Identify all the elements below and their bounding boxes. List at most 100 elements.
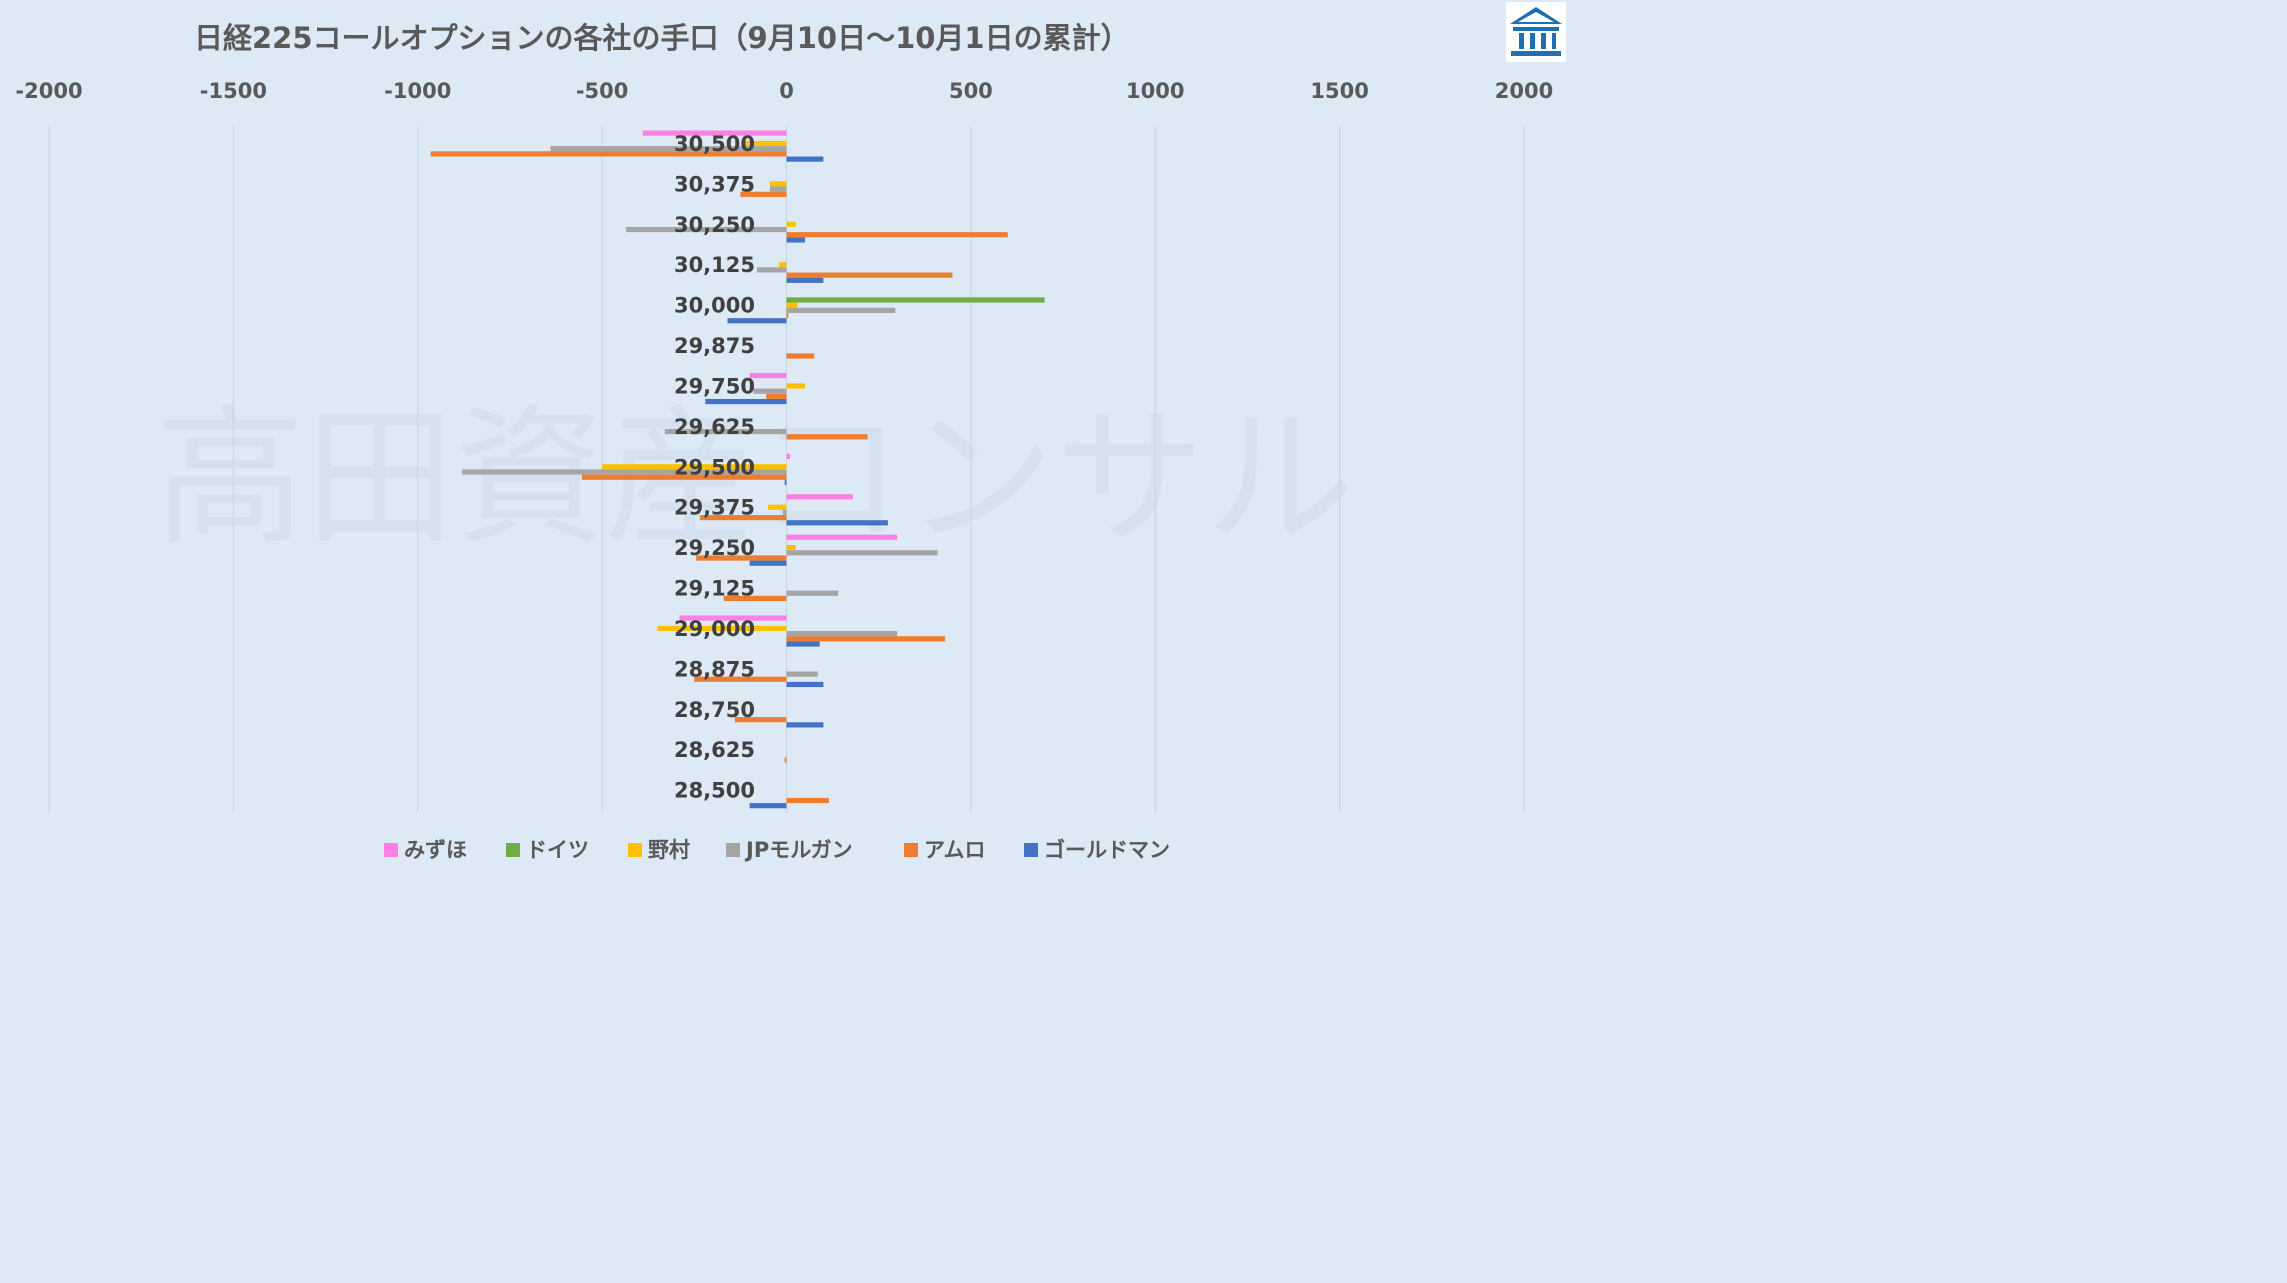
category-label: 29,250 bbox=[674, 536, 755, 560]
bar bbox=[699, 515, 787, 521]
bar bbox=[786, 277, 824, 283]
bar bbox=[786, 550, 938, 556]
category-label: 28,500 bbox=[674, 779, 755, 803]
category-label: 30,250 bbox=[674, 213, 755, 237]
bar bbox=[642, 130, 787, 136]
bar bbox=[786, 797, 829, 804]
bar bbox=[786, 631, 898, 637]
category-label: 30,125 bbox=[674, 253, 755, 277]
bar bbox=[550, 146, 787, 152]
bar bbox=[786, 383, 805, 389]
legend-swatch bbox=[628, 843, 642, 857]
x-tick-label: 1500 bbox=[1310, 79, 1368, 103]
bar bbox=[786, 534, 898, 540]
category-label: 29,375 bbox=[674, 496, 755, 520]
bar bbox=[786, 545, 796, 551]
legend-swatch bbox=[1024, 843, 1038, 857]
x-tick-label: 2000 bbox=[1495, 79, 1553, 103]
bar bbox=[786, 232, 1008, 238]
x-tick-label: -2000 bbox=[15, 79, 82, 103]
chart-canvas: 高田資産コンサル 日経225コールオプションの各社の手口（9月10日～10月1日… bbox=[15, 2, 1566, 862]
bar bbox=[786, 302, 798, 308]
bar bbox=[766, 393, 787, 399]
bar bbox=[602, 464, 787, 470]
bar bbox=[679, 615, 787, 621]
bar bbox=[786, 641, 820, 647]
category-label: 29,625 bbox=[674, 415, 755, 439]
legend-swatch bbox=[726, 843, 740, 857]
bar bbox=[786, 272, 953, 278]
bar bbox=[705, 398, 787, 405]
bar bbox=[462, 469, 787, 475]
bar bbox=[786, 156, 824, 162]
x-axis-ticks: -2000 -1500 -1000 -500 0 500 1000 1500 2000 bbox=[15, 79, 1553, 103]
legend-label: ゴールドマン bbox=[1044, 838, 1170, 862]
x-tick-label: 0 bbox=[779, 79, 794, 103]
bar bbox=[786, 434, 868, 440]
bar bbox=[742, 140, 787, 147]
category-label: 29,125 bbox=[674, 577, 755, 601]
legend-label: 野村 bbox=[648, 838, 690, 862]
category-label: 29,750 bbox=[674, 374, 755, 398]
bar bbox=[786, 312, 789, 319]
bar bbox=[664, 428, 787, 435]
category-labels: 30,500 30,375 30,250 30,125 30,000 29,875 29,7… bbox=[674, 132, 755, 803]
legend-swatch bbox=[904, 843, 918, 857]
bar bbox=[757, 267, 787, 273]
bar bbox=[786, 307, 896, 313]
category-label: 28,625 bbox=[674, 738, 755, 762]
bar bbox=[749, 803, 787, 809]
category-label: 30,000 bbox=[674, 294, 755, 318]
legend: みずほ ドイツ 野村 JPモルガン アムロ ゴールドマン bbox=[384, 838, 1170, 862]
category-label: 30,500 bbox=[674, 132, 755, 156]
bar bbox=[749, 372, 787, 379]
bar bbox=[753, 388, 787, 394]
category-label: 29,500 bbox=[674, 455, 755, 479]
bar bbox=[734, 717, 787, 723]
bar bbox=[727, 318, 787, 324]
x-tick-label: -500 bbox=[576, 79, 629, 103]
bar bbox=[779, 262, 787, 268]
bar bbox=[786, 221, 796, 227]
bar bbox=[786, 671, 818, 677]
bar bbox=[782, 509, 787, 516]
bar bbox=[430, 151, 787, 157]
bar bbox=[784, 757, 787, 763]
bar bbox=[657, 625, 787, 632]
bar bbox=[740, 191, 787, 197]
bar bbox=[786, 297, 1045, 303]
bar bbox=[581, 474, 787, 480]
bar bbox=[696, 555, 787, 561]
bar bbox=[723, 595, 787, 602]
bar bbox=[786, 636, 946, 642]
bank-building-icon bbox=[1510, 7, 1562, 56]
legend-label: アムロ bbox=[924, 838, 986, 862]
bar bbox=[786, 453, 791, 459]
bar bbox=[786, 722, 824, 728]
bar bbox=[784, 479, 787, 485]
bar bbox=[786, 590, 839, 596]
bar bbox=[786, 494, 853, 500]
bar bbox=[768, 504, 787, 510]
bar bbox=[786, 353, 815, 359]
x-tick-label: -1500 bbox=[200, 79, 267, 103]
x-tick-label: -1000 bbox=[384, 79, 451, 103]
bar bbox=[786, 237, 805, 243]
bar bbox=[626, 226, 787, 233]
legend-swatch bbox=[506, 843, 520, 857]
legend-label: みずほ bbox=[404, 838, 467, 862]
bar bbox=[769, 181, 787, 187]
chart-title: 日経225コールオプションの各社の手口（9月10日～10月1日の累計） bbox=[194, 21, 1130, 55]
legend-swatch bbox=[384, 843, 398, 857]
category-label: 29,000 bbox=[674, 617, 755, 641]
bar bbox=[694, 676, 787, 682]
category-label: 29,875 bbox=[674, 334, 755, 358]
category-label: 30,375 bbox=[674, 172, 755, 196]
bars bbox=[430, 130, 1045, 809]
x-tick-label: 1000 bbox=[1126, 79, 1184, 103]
category-label: 28,875 bbox=[674, 657, 755, 681]
legend-label: ドイツ bbox=[526, 838, 589, 862]
legend-label: JPモルガン bbox=[744, 838, 853, 862]
bar bbox=[786, 681, 824, 688]
bar bbox=[769, 186, 787, 192]
